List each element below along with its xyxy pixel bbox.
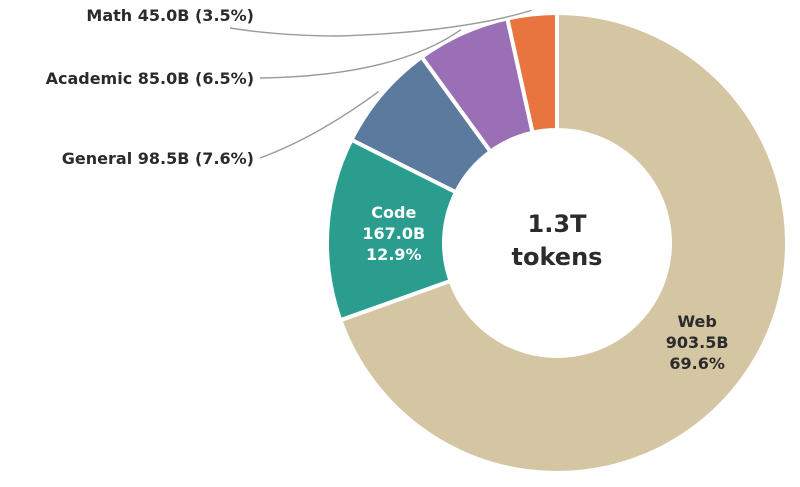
label-code-percent: 12.9% [366, 245, 422, 264]
label-web-name: Web [677, 312, 716, 331]
leader-line-academic [259, 29, 462, 79]
center-label-line-1: 1.3T [528, 210, 588, 238]
leader-line-general [259, 91, 380, 159]
slice-web [338, 11, 789, 475]
label-academic: Academic 85.0B (6.5%) [46, 69, 254, 88]
label-code-name: Code [371, 203, 416, 222]
leader-line-math [229, 9, 532, 37]
labels-group: Web 903.5B 69.6% Code 167.0B 12.9% General 98.… [46, 6, 729, 373]
slices-group [325, 11, 789, 475]
label-web-value: 903.5B [666, 333, 729, 352]
slice-math [505, 11, 559, 135]
label-code-value: 167.0B [362, 224, 425, 243]
center-label-line-2: tokens [512, 243, 603, 271]
label-web-percent: 69.6% [669, 354, 725, 373]
leader-lines-group [229, 9, 532, 159]
label-math: Math 45.0B (3.5%) [86, 6, 254, 25]
label-general: General 98.5B (7.6%) [62, 149, 254, 168]
